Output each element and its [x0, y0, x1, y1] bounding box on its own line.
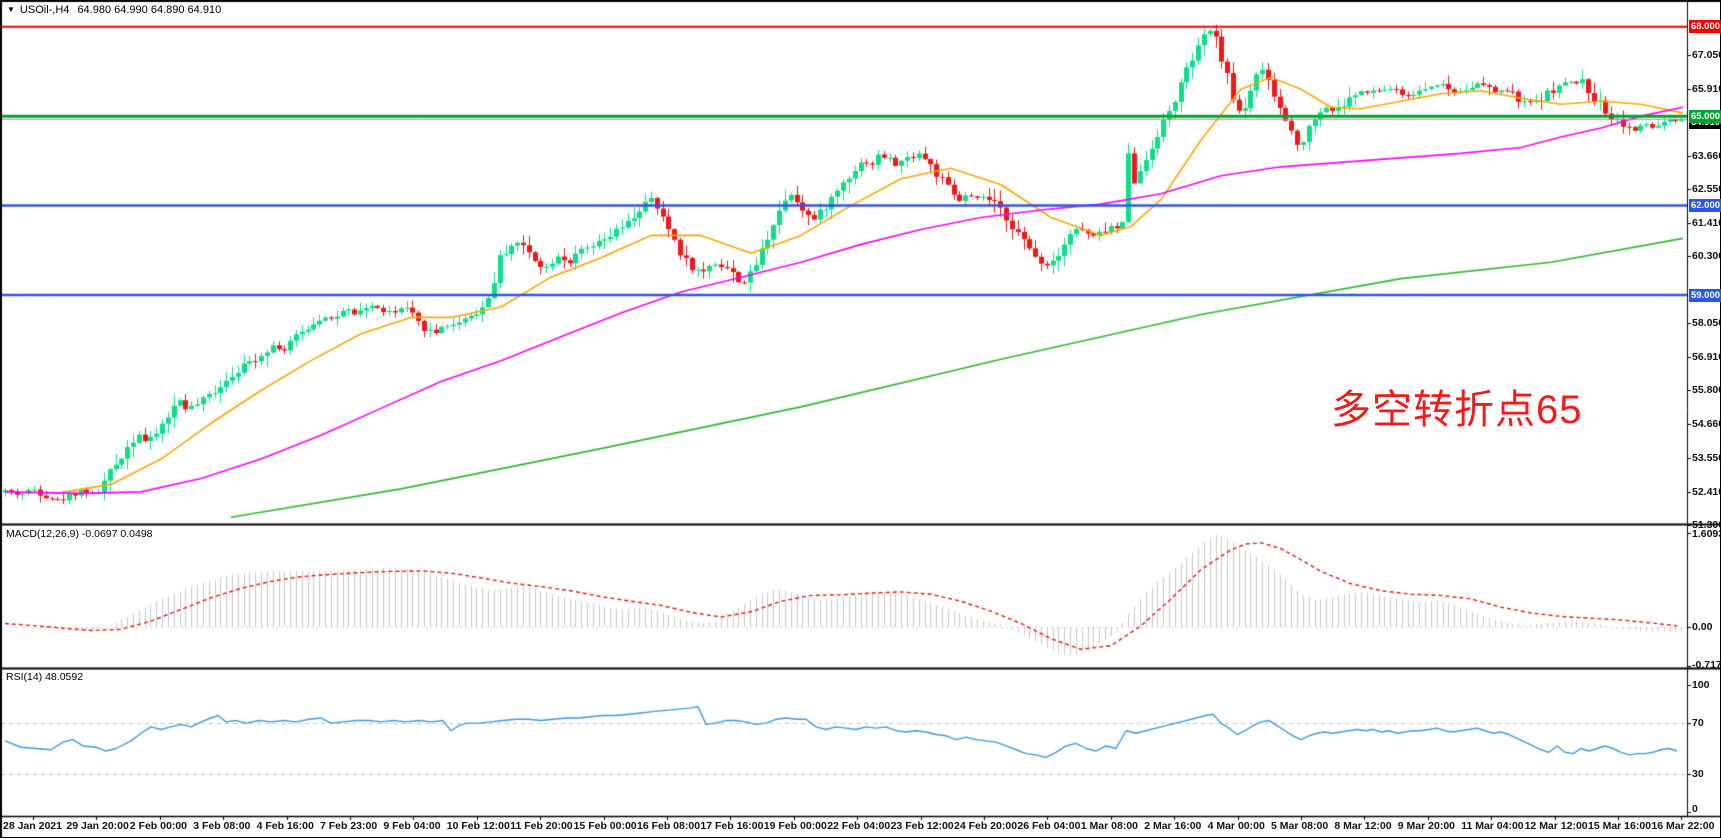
time-tick-label: 16 Mar 22:00 — [1651, 820, 1715, 832]
time-tick-label: 9 Mar 20:00 — [1397, 820, 1455, 832]
time-tick-label: 3 Feb 08:00 — [193, 820, 251, 832]
time-tick-label: 2 Feb 00:00 — [129, 820, 187, 832]
price-tick-label: 60.300 — [1692, 250, 1721, 263]
time-tick-label: 9 Feb 04:00 — [383, 820, 441, 832]
time-tick-label: 5 Mar 08:00 — [1271, 820, 1329, 832]
time-tick-label: 23 Feb 12:00 — [890, 820, 954, 832]
price-tick-label: 61.410 — [1692, 217, 1721, 230]
time-tick-label: 29 Jan 20:00 — [66, 820, 129, 832]
time-tick-label: 19 Feb 00:00 — [763, 820, 827, 832]
price-tick-label: 52.410 — [1692, 485, 1721, 498]
time-tick-label: 12 Mar 12:00 — [1524, 820, 1588, 832]
time-tick-label: 4 Mar 00:00 — [1207, 820, 1265, 832]
level-price-tag-68.000: 68.000 — [1689, 20, 1721, 34]
macd-tick-label: 0.00 — [1692, 621, 1713, 633]
time-tick-label: 26 Feb 04:00 — [1017, 820, 1081, 832]
time-tick-label: 22 Feb 04:00 — [827, 820, 891, 832]
time-tick-label: 7 Feb 23:00 — [320, 820, 378, 832]
time-tick-label: 8 Mar 12:00 — [1334, 820, 1392, 832]
price-tick-label: 65.910 — [1692, 83, 1721, 95]
price-tick-label: 62.550 — [1692, 183, 1721, 196]
time-tick-label: 10 Feb 12:00 — [446, 820, 510, 832]
time-tick-label: 4 Feb 16:00 — [256, 820, 314, 832]
rsi-indicator-label: RSI(14) 48.0592 — [6, 671, 84, 683]
ohlc-quote-label: 64.980 64.990 64.890 64.910 — [77, 4, 222, 16]
price-tick-label: 58.050 — [1692, 317, 1721, 330]
time-tick-label: 16 Feb 08:00 — [637, 820, 701, 832]
time-tick-label: 1 Mar 08:00 — [1080, 820, 1138, 832]
time-tick-label: 2 Mar 16:00 — [1144, 820, 1202, 832]
chart-annotation-text: 多空转折点65 — [1331, 388, 1583, 432]
macd-indicator-label: MACD(12,26,9) -0.0697 0.0498 — [6, 528, 153, 540]
level-price-tag-59.000: 59.000 — [1689, 288, 1721, 302]
macd-tick-label: -0.7172 — [1692, 659, 1721, 671]
level-price-tag-65.000: 65.000 — [1689, 109, 1721, 123]
rsi-tick-label: 0 — [1692, 803, 1698, 815]
price-tick-label: 67.050 — [1692, 49, 1721, 61]
time-tick-label: 17 Feb 16:00 — [700, 820, 764, 832]
price-tick-label: 56.910 — [1692, 351, 1721, 364]
time-tick-label: 28 Jan 2021 — [3, 820, 62, 832]
collapse-triangle-icon[interactable]: ▼ — [7, 5, 15, 14]
time-tick-label: 24 Feb 20:00 — [954, 820, 1018, 832]
price-tick-label: 55.800 — [1692, 384, 1721, 397]
symbol-timeframe-label: USOil-,H4 — [19, 4, 70, 16]
price-tick-label: 54.660 — [1692, 418, 1721, 431]
price-tick-label: 51.300 — [1692, 518, 1721, 531]
chart-title: ▼ USOil-,H4 64.980 64.990 64.890 64.910 — [7, 4, 221, 16]
macd-tick-label: 1.6093 — [1692, 528, 1721, 540]
time-tick-label: 11 Feb 20:00 — [510, 820, 573, 832]
rsi-tick-label: 70 — [1692, 717, 1704, 730]
price-tick-label: 53.550 — [1692, 451, 1721, 464]
price-tick-label: 63.660 — [1692, 150, 1721, 163]
rsi-tick-label: 30 — [1692, 767, 1704, 780]
time-tick-label: 15 Feb 00:00 — [573, 820, 637, 832]
level-price-tag-62.000: 62.000 — [1689, 199, 1721, 213]
time-tick-label: 11 Mar 04:00 — [1461, 820, 1524, 832]
time-tick-label: 15 Mar 16:00 — [1588, 820, 1652, 832]
rsi-tick-label: 100 — [1692, 679, 1710, 691]
